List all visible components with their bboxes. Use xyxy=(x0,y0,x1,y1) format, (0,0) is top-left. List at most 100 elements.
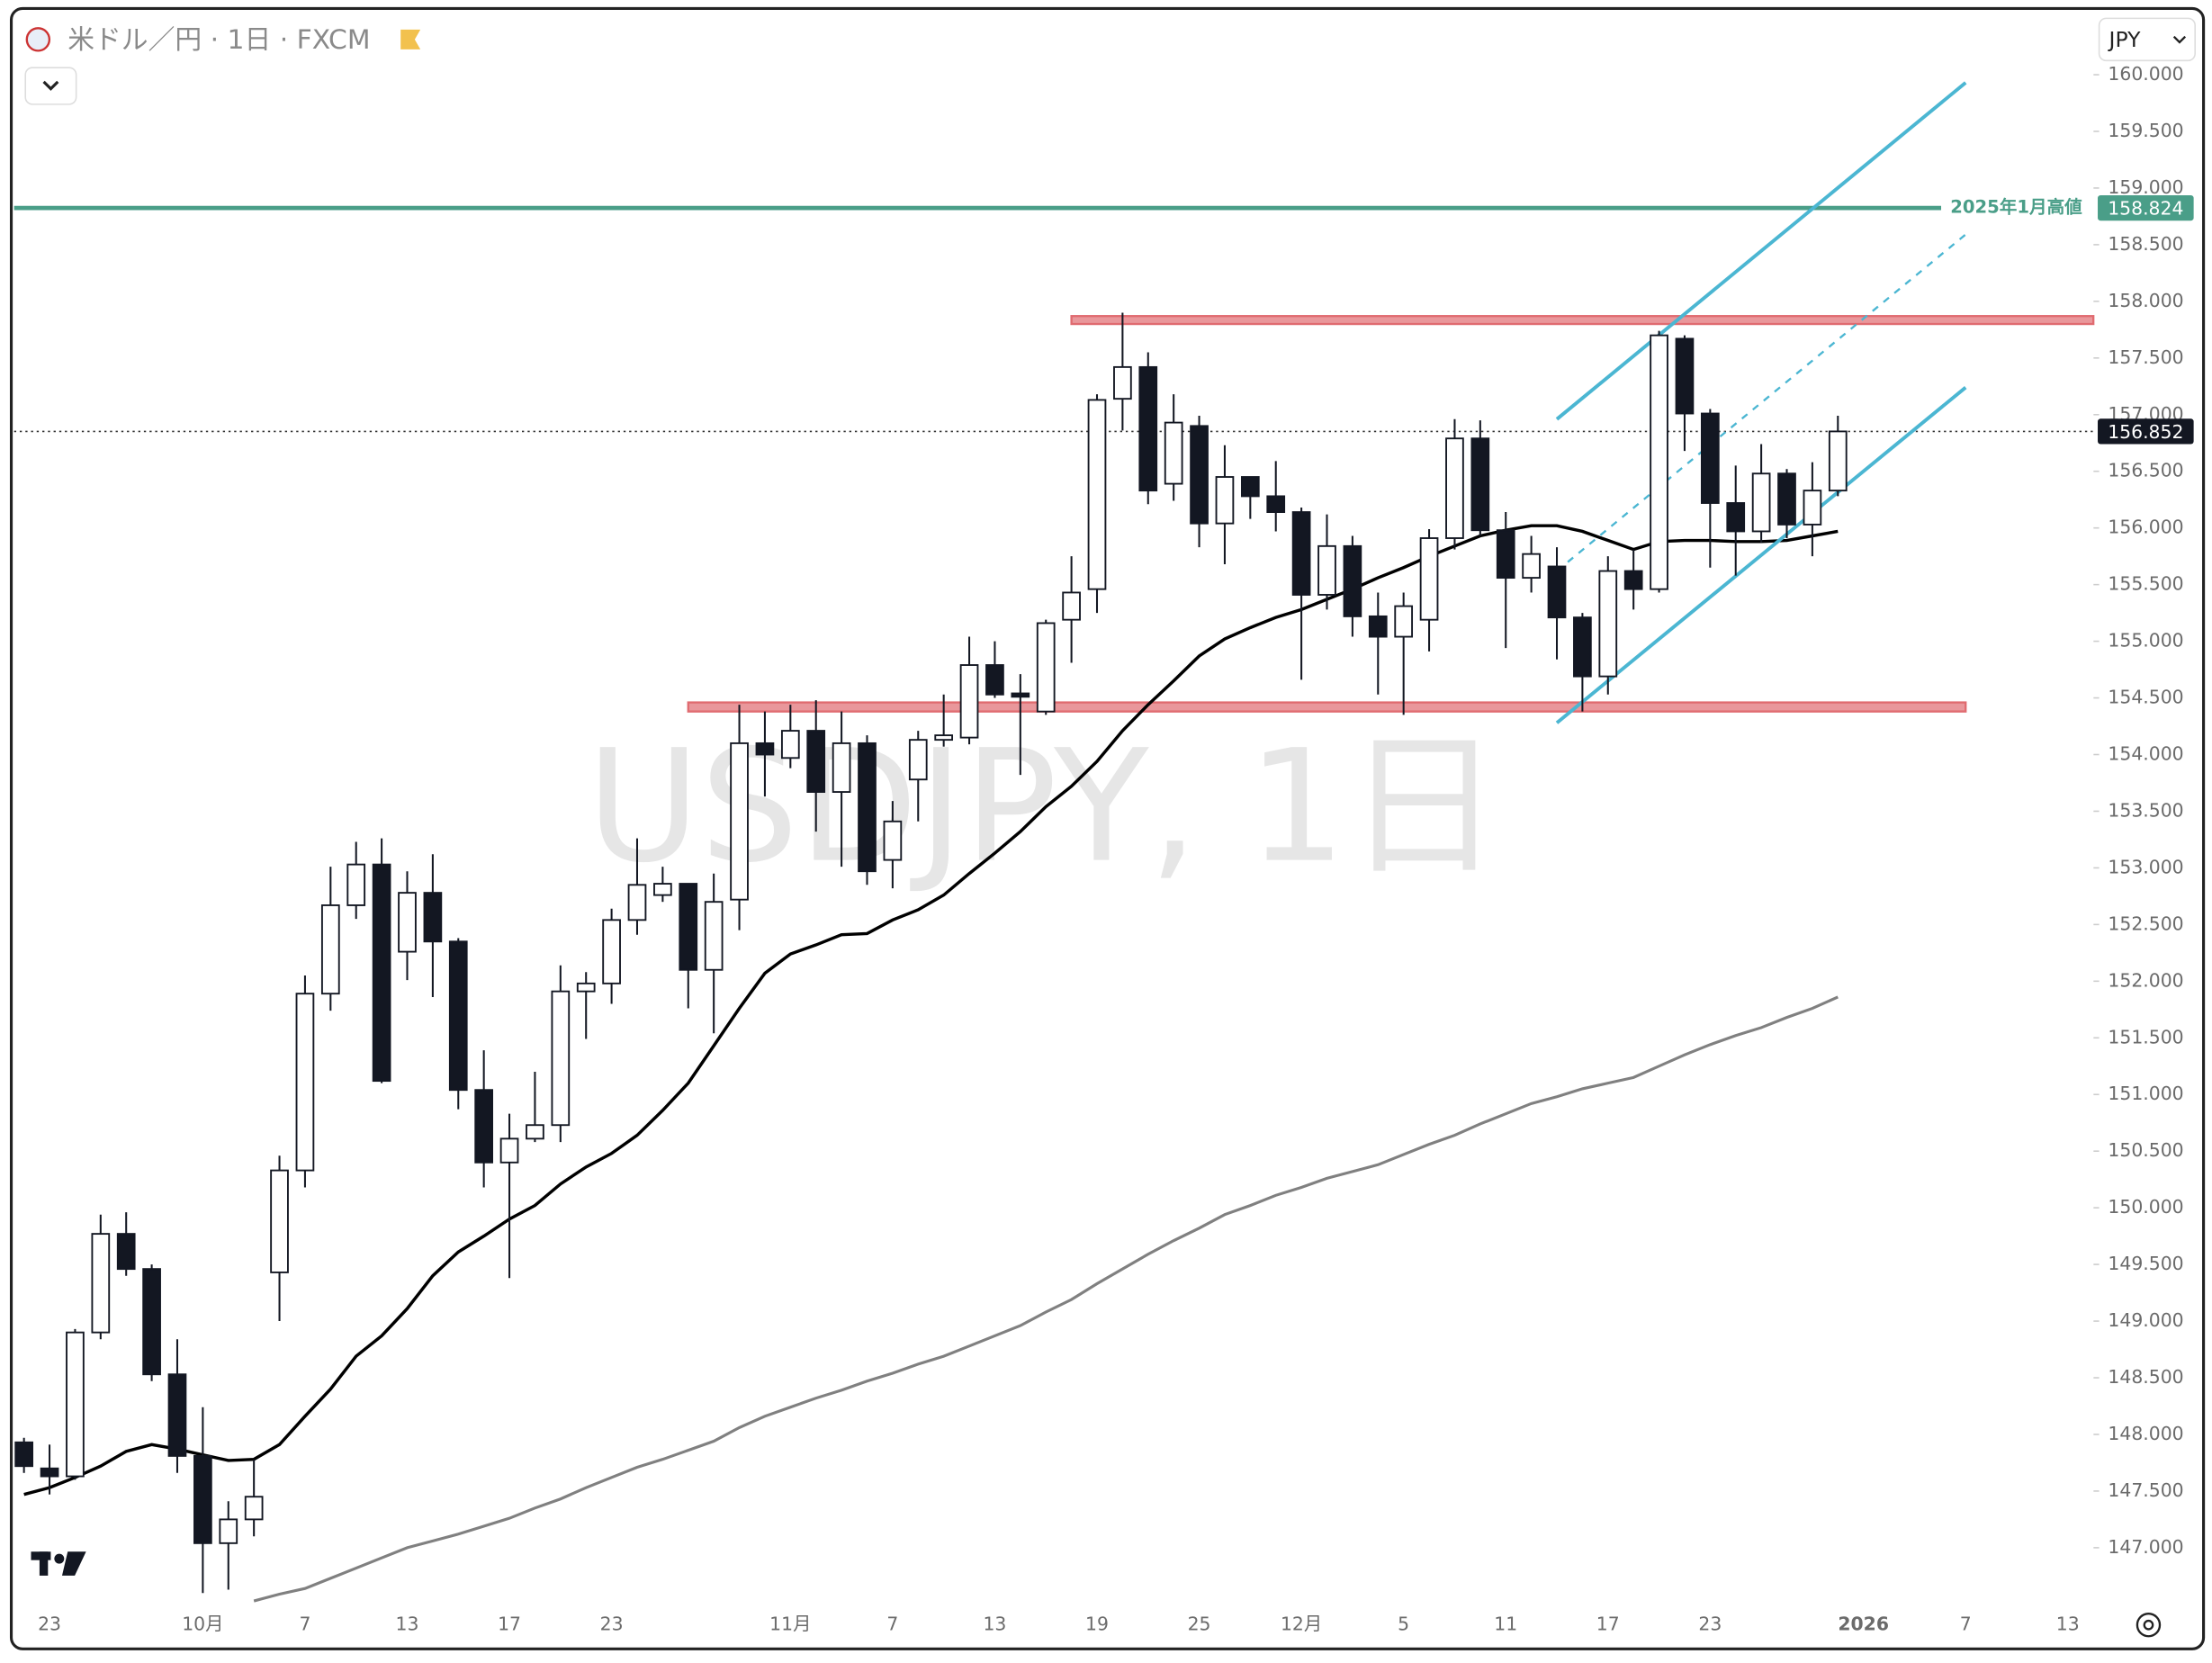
resistance-zone xyxy=(1070,315,2095,326)
y-tick-label: 158.000 xyxy=(2108,290,2183,311)
y-tick-label: 150.000 xyxy=(2108,1196,2183,1218)
candle-body xyxy=(1496,529,1515,580)
flag-icon xyxy=(25,27,51,52)
candle-body xyxy=(116,1233,136,1271)
channel-line xyxy=(1556,233,1966,572)
candle-body xyxy=(1522,553,1541,580)
candle-body xyxy=(780,730,800,760)
flag-marker xyxy=(400,29,421,49)
candle-body xyxy=(1726,502,1746,533)
candle-body xyxy=(1317,544,1336,596)
y-tick-label: 149.000 xyxy=(2108,1309,2183,1331)
y-tick-label: 147.000 xyxy=(2108,1536,2183,1558)
candle-body xyxy=(320,904,340,995)
y-tick-label: 153.500 xyxy=(2108,799,2183,821)
candle-body xyxy=(219,1518,238,1544)
candle-body xyxy=(908,739,928,781)
candle-body xyxy=(398,892,417,953)
tv-logo xyxy=(31,1551,86,1576)
y-tick-label: 147.500 xyxy=(2108,1479,2183,1501)
resistance-zone xyxy=(687,701,1967,713)
symbol-title: 米ドル／円 · 1日 · FXCM xyxy=(67,24,370,56)
candle-body xyxy=(346,863,366,906)
candle-body xyxy=(985,664,1004,696)
candle-body xyxy=(730,742,749,901)
logo-part xyxy=(54,1553,65,1564)
price-tag-label: 158.824 xyxy=(2108,198,2183,220)
y-tick-label: 159.500 xyxy=(2108,120,2183,141)
candle-body xyxy=(1675,337,1695,415)
header: 米ドル／円 · 1日 · FXCM JPY xyxy=(24,17,2196,1638)
candle-body xyxy=(1573,616,1592,678)
channel-line xyxy=(1555,81,1967,421)
candle-body xyxy=(806,730,826,793)
candle-body xyxy=(499,1137,519,1164)
currency-button[interactable] xyxy=(2098,17,2196,62)
x-tick-label: 11月 xyxy=(769,1614,811,1635)
candle-body xyxy=(576,982,596,993)
last-price-label: 156.852 xyxy=(2108,421,2183,443)
moving-average xyxy=(253,995,1839,1603)
candle-body xyxy=(883,820,903,861)
x-tick-label: 19 xyxy=(1085,1614,1109,1635)
candle-body xyxy=(858,742,877,873)
x-tick-label: 23 xyxy=(38,1614,61,1635)
x-tick-label: 7 xyxy=(1960,1614,1972,1635)
plot: 147.000 147.500 148.000 148.500 149.000 149.5… xyxy=(13,63,2194,1635)
y-tick-label: 153.000 xyxy=(2108,856,2183,877)
y-tick-label: 152.000 xyxy=(2108,969,2183,991)
x-tick-label: 13 xyxy=(2056,1614,2080,1635)
last-price-tag xyxy=(2098,418,2194,445)
x-tick-label: 7 xyxy=(886,1614,898,1635)
candle-body xyxy=(1062,591,1081,621)
candle-body xyxy=(1650,334,1668,590)
collapse-button[interactable] xyxy=(24,67,77,105)
candle-body xyxy=(1598,570,1618,678)
candle-body xyxy=(270,1169,289,1273)
candle-body xyxy=(372,863,391,1083)
y-tick-label: 156.500 xyxy=(2108,460,2183,481)
candle-body xyxy=(526,1124,544,1140)
settings-button[interactable] xyxy=(2136,1613,2162,1638)
candle-body xyxy=(423,892,443,943)
candle-body xyxy=(1343,544,1362,617)
y-tick-label: 152.500 xyxy=(2108,912,2183,934)
candle-body xyxy=(295,993,315,1172)
chevron xyxy=(2172,35,2187,44)
settings-icon xyxy=(2143,1619,2154,1631)
candle-body xyxy=(1215,476,1235,525)
y-tick-label: 151.000 xyxy=(2108,1083,2183,1104)
y-tick-label: 149.500 xyxy=(2108,1253,2183,1274)
candle-body xyxy=(1623,570,1643,590)
channel-line xyxy=(1555,386,1967,724)
y-tick-label: 154.500 xyxy=(2108,687,2183,708)
x-tick-label: 2026 xyxy=(1838,1614,1889,1635)
y-tick-label: 156.000 xyxy=(2108,517,2183,538)
chevron xyxy=(42,80,59,91)
horizontal-line-label: 2025年1月高値 xyxy=(1950,197,2082,218)
candle-body xyxy=(1164,421,1183,485)
moving-average xyxy=(23,524,1839,1497)
candle-body xyxy=(1036,622,1056,713)
candle-body xyxy=(1777,472,1796,526)
candle-body xyxy=(1547,565,1567,619)
candle-body xyxy=(1751,472,1771,533)
candle-body xyxy=(244,1496,264,1521)
candle-body xyxy=(1087,399,1107,590)
candle-body xyxy=(1828,430,1848,492)
candle-body xyxy=(1266,495,1286,513)
y-tick-label: 155.000 xyxy=(2108,630,2183,652)
y-tick-label: 157.500 xyxy=(2108,346,2183,368)
candle-body xyxy=(40,1467,59,1478)
candle-body xyxy=(1394,605,1414,638)
y-tick-label: 159.000 xyxy=(2108,176,2183,198)
y-tick-label: 151.500 xyxy=(2108,1026,2183,1047)
currency-label: JPY xyxy=(2108,27,2142,52)
candle-body xyxy=(142,1268,161,1376)
x-tick-label: 7 xyxy=(299,1614,310,1635)
y-tick-label: 148.000 xyxy=(2108,1423,2183,1444)
candle-body xyxy=(1445,437,1464,539)
candle-body xyxy=(832,742,851,793)
